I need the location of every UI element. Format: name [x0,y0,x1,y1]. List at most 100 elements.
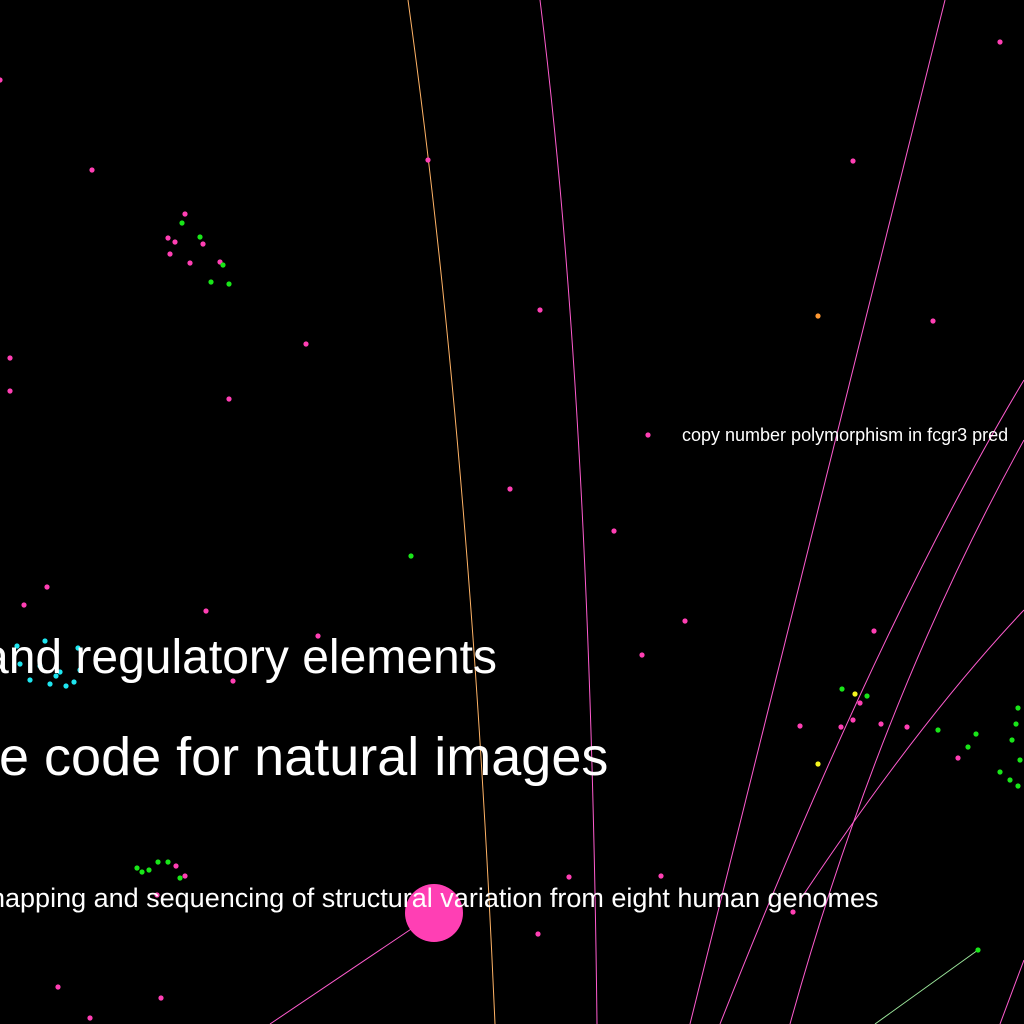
paper-node-cyan[interactable] [37,663,43,669]
paper-node-green[interactable] [839,686,845,692]
paper-node-pink[interactable] [639,652,645,658]
paper-node-green[interactable] [997,769,1003,775]
paper-node-pink[interactable] [997,39,1003,45]
paper-node-pink[interactable] [154,892,160,898]
citation-edge [689,0,946,1024]
paper-node-green[interactable] [408,553,414,559]
paper-node-pink[interactable] [230,678,236,684]
paper-node-pink[interactable] [165,235,171,241]
paper-node-green[interactable] [973,731,979,737]
paper-node-green[interactable] [179,220,185,226]
paper-node-green[interactable] [1015,783,1021,789]
paper-node-pink[interactable] [566,874,572,880]
paper-node-pink[interactable] [226,396,232,402]
paper-node-green[interactable] [1013,721,1019,727]
paper-node-pink[interactable] [658,873,664,879]
paper-node-pink[interactable] [158,995,164,1001]
paper-node-cyan[interactable] [53,673,59,679]
node-label-sparse-code[interactable]: se code for natural images [0,727,609,787]
paper-node-yellow[interactable] [852,691,858,697]
paper-node-cyan[interactable] [77,667,83,673]
paper-node-pink[interactable] [200,241,206,247]
paper-node-pink[interactable] [425,157,431,163]
paper-node-pink[interactable] [878,721,884,727]
paper-node-cyan[interactable] [47,681,53,687]
paper-node-green[interactable] [134,865,140,871]
paper-node-pink[interactable] [55,984,61,990]
citation-edge [269,912,436,1024]
paper-node-cyan[interactable] [14,643,20,649]
paper-node-pink[interactable] [537,307,543,313]
paper-node-pink[interactable] [507,486,513,492]
paper-node-green[interactable] [1007,777,1013,783]
paper-node-cyan[interactable] [42,638,48,644]
paper-node-pink[interactable] [645,432,651,438]
paper-node-green[interactable] [146,867,152,873]
paper-node-pink[interactable] [167,251,173,257]
paper-node-pink[interactable] [203,608,209,614]
paper-node-pink[interactable] [0,77,3,83]
node-label-fcgr3[interactable]: copy number polymorphism in fcgr3 pred [682,425,1009,445]
paper-node-green[interactable] [935,727,941,733]
paper-node-pink[interactable] [182,873,188,879]
citation-edge [799,609,1024,901]
paper-node-green[interactable] [1015,705,1021,711]
paper-node-green[interactable] [197,234,203,240]
paper-node-pink[interactable] [303,341,309,347]
paper-node-green[interactable] [965,744,971,750]
paper-node-green[interactable] [864,693,870,699]
citation-edge [407,0,496,1024]
paper-node-pink[interactable] [172,239,178,245]
paper-node-pink[interactable] [7,388,13,394]
citation-edge [999,959,1024,1024]
paper-node-cyan[interactable] [27,677,33,683]
node-label-structural-variation[interactable]: napping and sequencing of structural var… [0,883,879,913]
paper-node-green[interactable] [1017,757,1023,763]
paper-node-pink[interactable] [682,618,688,624]
paper-node-pink[interactable] [87,1015,93,1021]
paper-node-pink[interactable] [850,717,856,723]
paper-node-pink[interactable] [173,863,179,869]
node-layer [0,39,1023,1021]
paper-node-pink[interactable] [44,584,50,590]
paper-node-cyan[interactable] [17,661,23,667]
paper-node-pink[interactable] [850,158,856,164]
paper-node-green[interactable] [165,859,171,865]
paper-node-cyan[interactable] [63,683,69,689]
paper-node-pink[interactable] [904,724,910,730]
paper-node-pink[interactable] [315,633,321,639]
citation-edge [874,949,979,1024]
paper-node-pink[interactable] [182,211,188,217]
node-label-regulatory-elements[interactable]: and regulatory elements [0,631,497,684]
citation-edge [539,0,598,1024]
paper-node-green[interactable] [975,947,981,953]
paper-node-pink[interactable] [611,528,617,534]
paper-node-pink[interactable] [838,724,844,730]
paper-node-pink[interactable] [930,318,936,324]
paper-node-pink[interactable] [21,602,27,608]
paper-node-green[interactable] [226,281,232,287]
citation-edge [789,439,1024,1024]
paper-node-green[interactable] [208,279,214,285]
paper-node-pink[interactable] [89,167,95,173]
paper-node-pink[interactable] [955,755,961,761]
paper-node-pink[interactable] [797,723,803,729]
paper-node-pink[interactable] [535,931,541,937]
paper-node-cyan[interactable] [57,669,63,675]
paper-node-green[interactable] [220,262,226,268]
paper-node-cyan[interactable] [75,645,81,651]
paper-node-orange[interactable] [815,313,821,319]
paper-node-cyan[interactable] [71,679,77,685]
paper-node-pink[interactable] [871,628,877,634]
paper-node-pink[interactable] [187,260,193,266]
paper-node-green[interactable] [177,875,183,881]
paper-node-pink[interactable] [857,700,863,706]
selected-paper-node[interactable] [405,884,463,942]
paper-node-green[interactable] [155,859,161,865]
paper-node-green[interactable] [139,869,145,875]
paper-node-yellow[interactable] [815,761,821,767]
paper-node-pink[interactable] [790,909,796,915]
paper-node-pink[interactable] [7,355,13,361]
paper-node-green[interactable] [1009,737,1015,743]
